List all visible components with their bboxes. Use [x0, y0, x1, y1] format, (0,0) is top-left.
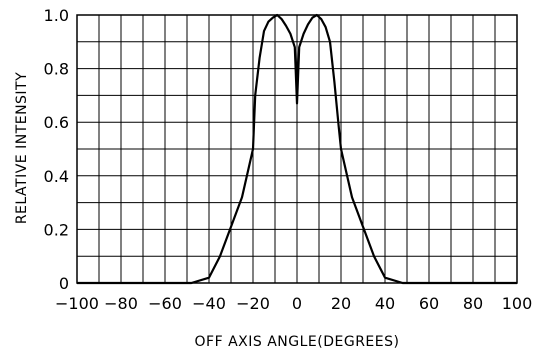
x-tick-label: 0 [292, 294, 302, 313]
y-tick-label: 0 [59, 274, 69, 293]
x-tick-label: 100 [502, 294, 533, 313]
y-tick-labels: 0 0.2 0.4 0.6 0.8 1.0 [44, 6, 69, 293]
x-tick-label: 60 [419, 294, 439, 313]
plot-frame [76, 14, 518, 284]
x-tick-label: −80 [104, 294, 138, 313]
grid [77, 15, 517, 283]
series-group [77, 13, 517, 285]
x-tick-label: −60 [148, 294, 182, 313]
y-tick-label: 1.0 [44, 6, 69, 25]
x-tick-label: 20 [331, 294, 351, 313]
y-axis-title: RELATIVE INTENSITY [14, 72, 30, 224]
x-tick-labels: −100 −80 −60 −40 −20 0 20 40 60 80 100 [55, 294, 532, 313]
y-tick-label: 0.6 [44, 113, 69, 132]
x-tick-label: 40 [375, 294, 395, 313]
x-tick-label: −20 [236, 294, 270, 313]
x-tick-label: −100 [55, 294, 99, 313]
x-axis-title: OFF AXIS ANGLE(DEGREES) [195, 334, 400, 350]
y-tick-label: 0.8 [44, 60, 69, 79]
plot-border [76, 14, 518, 284]
intensity-curve [77, 13, 517, 285]
y-tick-label: 0.4 [44, 167, 69, 186]
x-tick-label: 80 [463, 294, 483, 313]
y-tick-label: 0.2 [44, 220, 69, 239]
x-tick-label: −40 [192, 294, 226, 313]
